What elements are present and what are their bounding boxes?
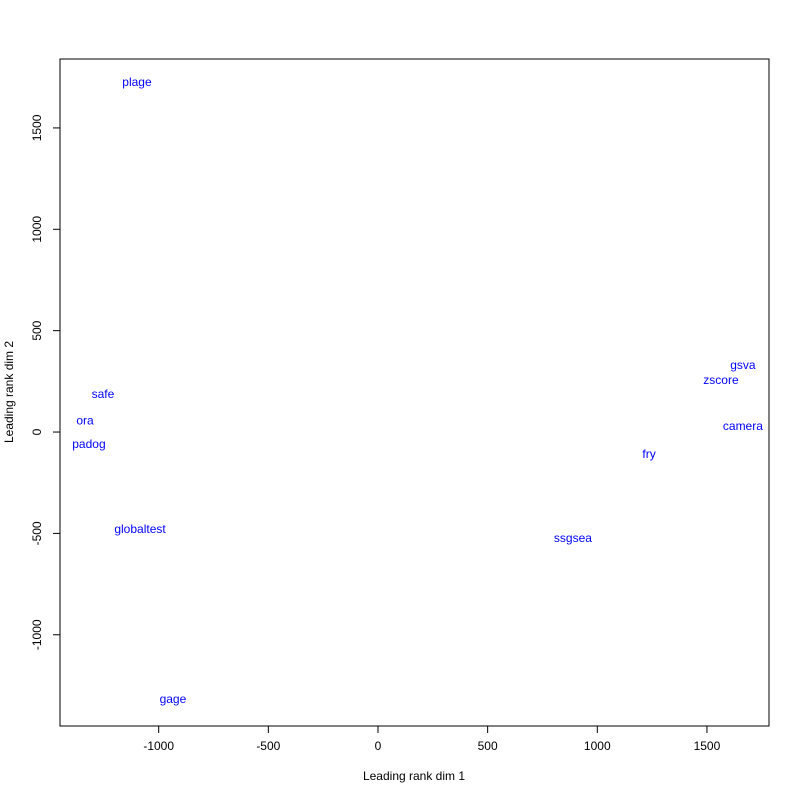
x-tick-label: 500 [478,739,498,753]
point-label: padog [72,437,105,451]
y-tick-label: 0 [30,428,44,435]
x-axis-title: Leading rank dim 1 [363,769,465,783]
y-tick-label: -1000 [30,619,44,650]
y-tick-label: 1000 [30,216,44,243]
point-label: camera [723,419,763,433]
point-label: globaltest [114,522,166,536]
x-tick-label: -500 [256,739,280,753]
y-tick-label: 1500 [30,114,44,141]
point-label: gsva [730,358,756,372]
x-tick-label: 1500 [694,739,721,753]
point-label: safe [92,387,115,401]
point-label: ssgsea [554,531,592,545]
point-label: zscore [703,373,739,387]
y-tick-label: -500 [30,521,44,545]
point-label: ora [76,413,94,427]
y-axis-title: Leading rank dim 2 [2,341,16,443]
x-tick-label: -1000 [143,739,174,753]
point-label: fry [642,447,655,461]
x-tick-label: 1000 [584,739,611,753]
point-label: plage [122,75,152,89]
x-tick-label: 0 [375,739,382,753]
point-label: gage [160,692,187,706]
y-tick-label: 500 [30,320,44,340]
plot-frame [59,58,770,727]
